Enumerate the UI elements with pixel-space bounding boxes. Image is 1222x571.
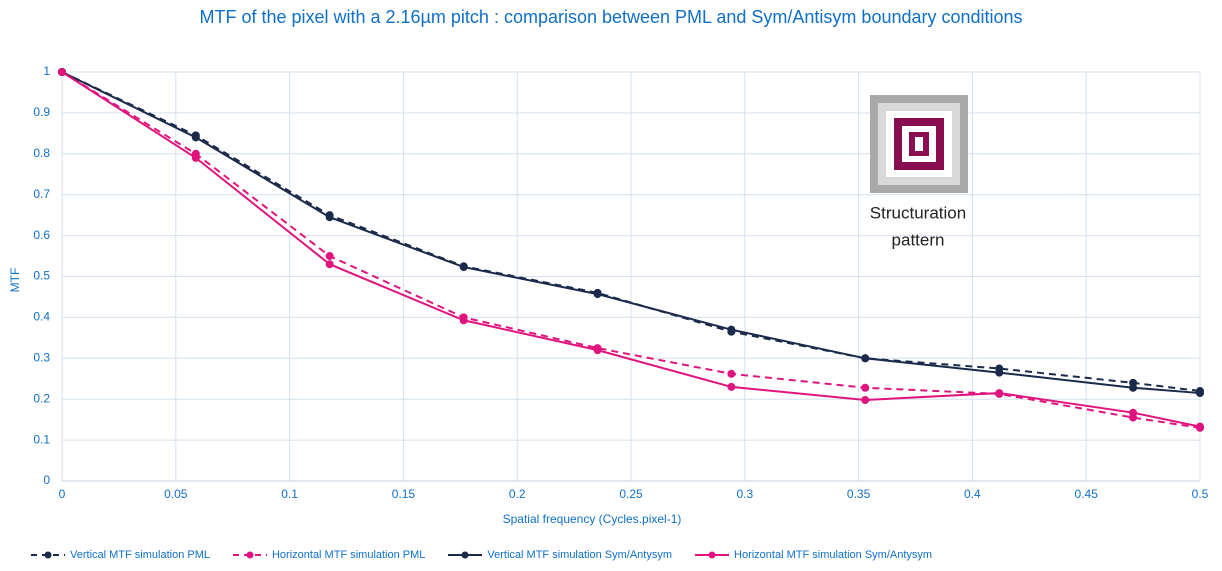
- y-tick-label: 0.9: [33, 105, 50, 119]
- legend: Vertical MTF simulation PML Horizontal MT…: [30, 549, 1200, 561]
- legend-swatch: [695, 551, 730, 559]
- x-tick-label: 0.45: [1075, 487, 1099, 501]
- point: [459, 263, 468, 272]
- point: [1196, 389, 1204, 398]
- legend-label: Horizontal MTF simulation PML: [271, 549, 426, 561]
- point: [861, 383, 870, 392]
- y-tick-label: 0.7: [33, 187, 50, 201]
- point: [995, 389, 1004, 398]
- point: [727, 325, 736, 334]
- chart-title: MTF of the pixel with a 2.16µm pitch : c…: [199, 7, 1023, 27]
- y-tick-label: 0: [43, 473, 50, 487]
- x-tick-label: 0.3: [736, 487, 753, 501]
- point: [325, 260, 334, 269]
- y-tick-label: 0.4: [33, 310, 50, 324]
- y-tick-label: 0.5: [33, 269, 50, 283]
- annotation: pattern: [892, 230, 945, 249]
- point: [325, 213, 334, 222]
- point: [727, 382, 736, 391]
- y-tick-label: 0.8: [33, 146, 50, 160]
- legend-item: Horizontal MTF simulation PML: [232, 549, 425, 561]
- x-tick-label: 0.05: [164, 487, 188, 501]
- legend-label: Vertical MTF simulation PML: [70, 549, 210, 561]
- legend-label: Horizontal MTF simulation Sym/Antysym: [734, 549, 933, 561]
- legend-swatch: [448, 551, 483, 559]
- point: [1129, 408, 1138, 417]
- series-line: [61, 71, 1201, 429]
- x-tick-label: 0.2: [509, 487, 526, 501]
- legend-label: Vertical MTF simulation Sym/Antysym: [487, 549, 673, 561]
- point: [325, 252, 334, 261]
- point: [861, 354, 870, 363]
- legend-item: Horizontal MTF simulation Sym/Antysym: [694, 549, 932, 561]
- y-axis-label: MTF: [8, 268, 22, 293]
- point: [727, 369, 736, 378]
- x-tick-label: 0: [59, 487, 66, 501]
- x-tick-label: 0.15: [392, 487, 416, 501]
- x-tick-label: 0.35: [847, 487, 871, 501]
- series-line: [61, 71, 1201, 395]
- x-axis-label: Spatial frequency (Cycles.pixel-1): [503, 512, 682, 526]
- point: [1196, 422, 1204, 431]
- structuration-icon: [870, 95, 968, 193]
- legend-swatch: [232, 551, 267, 559]
- point: [995, 368, 1004, 377]
- legend-item: Vertical MTF simulation Sym/Antysym: [447, 549, 672, 561]
- point: [191, 133, 200, 142]
- y-tick-label: 0.1: [33, 432, 50, 446]
- y-tick-label: 0.3: [33, 350, 50, 364]
- annotation: Structuration: [870, 203, 966, 222]
- point: [1129, 383, 1138, 392]
- legend-item: Vertical MTF simulation PML: [30, 549, 210, 561]
- x-tick-label: 0.1: [281, 487, 298, 501]
- x-tick-label: 0.4: [964, 487, 981, 501]
- y-tick-label: 0.2: [33, 391, 50, 405]
- y-tick-label: 0.6: [33, 228, 50, 242]
- series-line: [61, 71, 1201, 428]
- x-tick-label: 0.5: [1192, 487, 1209, 501]
- point: [593, 290, 602, 299]
- point: [58, 68, 66, 76]
- point: [593, 346, 602, 355]
- point: [459, 316, 468, 325]
- point: [861, 396, 870, 405]
- legend-swatch: [31, 551, 65, 559]
- point: [191, 153, 200, 162]
- y-tick-label: 1: [43, 64, 50, 78]
- x-tick-label: 0.25: [619, 487, 643, 501]
